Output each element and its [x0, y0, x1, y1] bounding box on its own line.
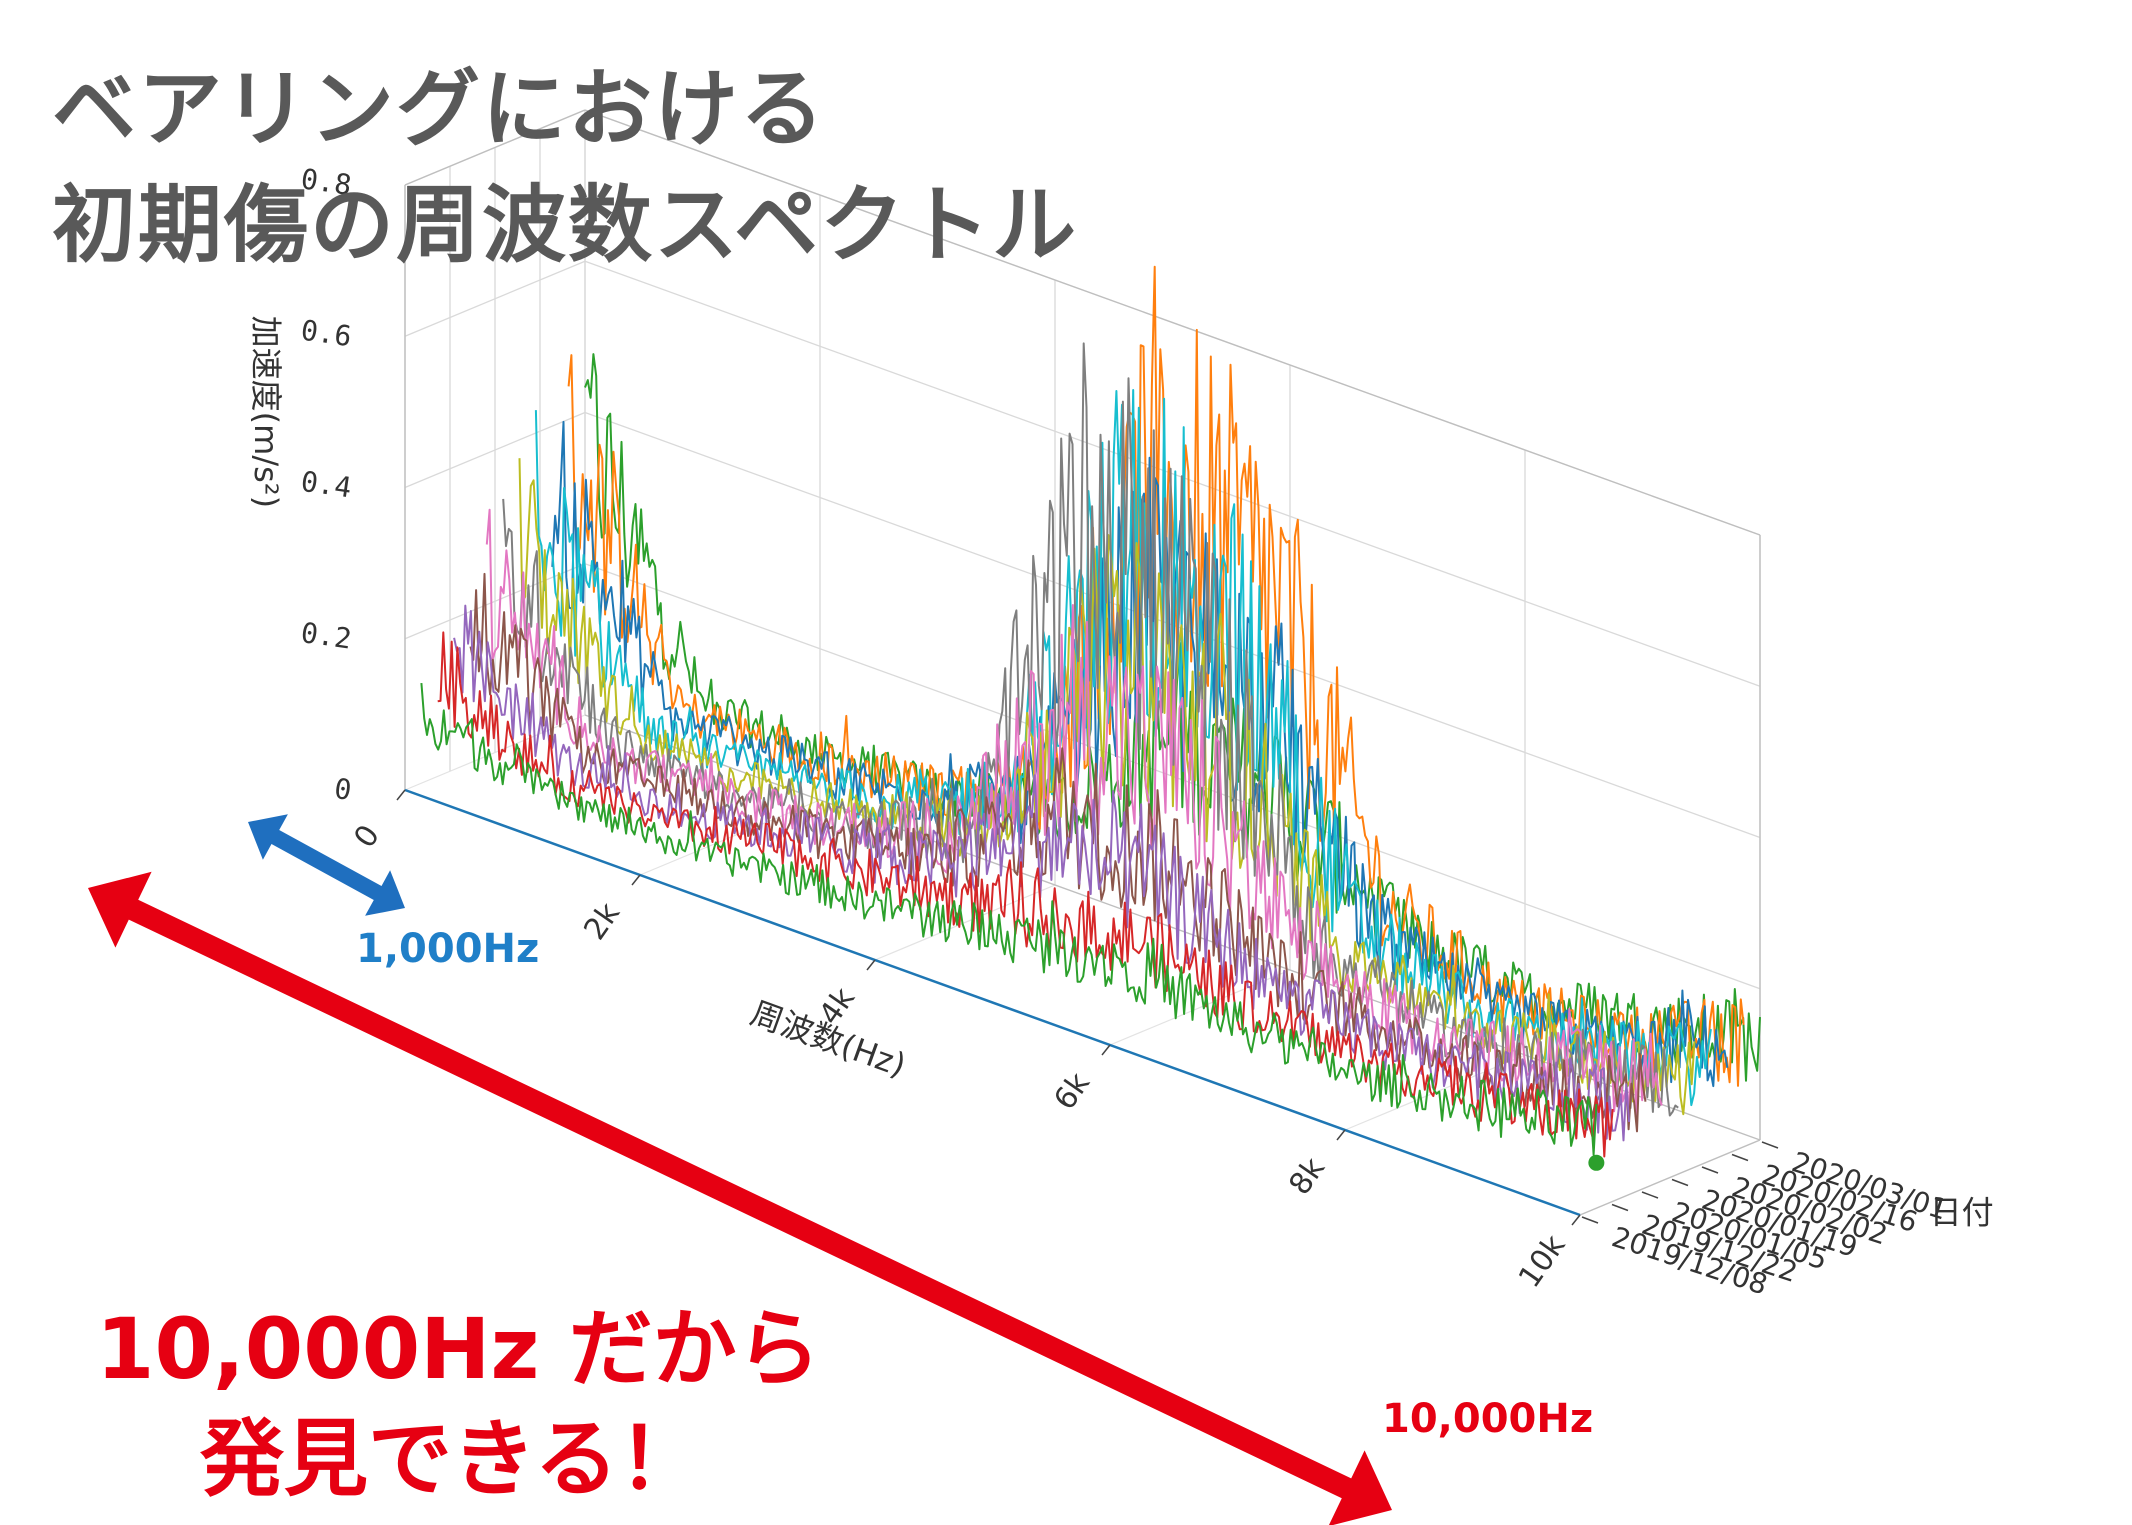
x-tick-label: 8k — [1282, 1151, 1332, 1201]
x-tick-mark — [866, 959, 876, 971]
series-line-7 — [518, 458, 1696, 1116]
y-tick-label: 0.4 — [299, 465, 354, 505]
date-tick-mark — [1731, 1153, 1749, 1162]
red-range-label: 10,000Hz — [1382, 1396, 1594, 1442]
red-double-arrow — [88, 871, 1392, 1525]
y-axis-title: 加速度(m/s²) — [247, 316, 285, 508]
grid-frame-edge — [1579, 1139, 1761, 1216]
grid-line-back-wall — [584, 260, 1761, 687]
x-tick-mark — [631, 874, 641, 886]
grid-frame-edge — [584, 109, 1761, 536]
series-line-2 — [437, 631, 1614, 1158]
x-tick-mark — [1571, 1214, 1581, 1226]
date-tick-mark — [1671, 1178, 1689, 1187]
x-tick-mark — [396, 789, 406, 801]
y-tick-label: 0.2 — [299, 616, 354, 656]
date-tick-mark — [1641, 1191, 1659, 1199]
message-line2: 発見できる！ — [200, 1410, 703, 1508]
figure-title-line2: 初期傷の周波数スペクトル — [52, 176, 1079, 274]
y-tick-label: 0.6 — [299, 313, 354, 353]
chart-axes: 02k4k6k8k10k周波数(Hz)00.20.40.60.8加速度(m/s²… — [247, 162, 1994, 1301]
x-tick-label: 0 — [347, 819, 387, 855]
x-tick-label: 10k — [1512, 1228, 1573, 1294]
series-line-1 — [420, 683, 1598, 1156]
date-tick-mark — [1761, 1141, 1779, 1149]
x-tick-mark — [1101, 1044, 1111, 1056]
x-tick-mark — [1336, 1129, 1346, 1141]
date-tick-mark — [1701, 1166, 1719, 1174]
series-end-marker — [1588, 1154, 1605, 1171]
chart-grid — [404, 109, 1761, 1216]
x-tick-label: 6k — [1047, 1066, 1097, 1116]
blue-double-arrow — [248, 814, 405, 916]
y-tick-label: 0 — [332, 772, 353, 807]
blue-range-label: 1,000Hz — [356, 926, 540, 972]
series-line-8 — [534, 389, 1712, 1107]
callout-arrows — [88, 814, 1392, 1525]
series-line-4 — [469, 572, 1647, 1133]
figure-title-line1: ベアリングにおける — [52, 60, 827, 158]
date-axis-title: 日付 — [1930, 1194, 1994, 1232]
series-line-0 — [404, 788, 1581, 1217]
message-line1: 10,000Hz だから — [96, 1300, 821, 1398]
chart-series — [404, 265, 1761, 1217]
x-tick-label: 2k — [577, 896, 627, 946]
series-line-9 — [551, 420, 1729, 1088]
y-tick-label: 0.8 — [299, 162, 354, 202]
grid-frame-edge — [404, 109, 586, 186]
date-tick-mark — [1581, 1216, 1599, 1224]
grid-line-floor — [874, 884, 1056, 961]
date-tick-mark — [1611, 1203, 1629, 1212]
